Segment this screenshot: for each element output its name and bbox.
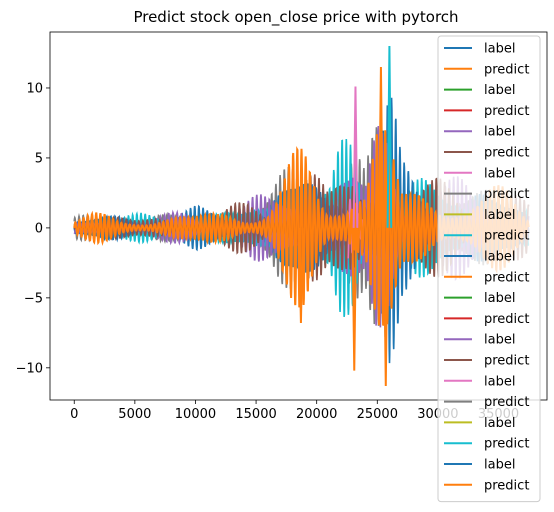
legend-label: predict — [484, 354, 529, 369]
legend-label: label — [484, 458, 515, 473]
chart-title: Predict stock open_close price with pyto… — [133, 8, 458, 27]
series-layer — [73, 45, 530, 387]
legend-label: predict — [484, 312, 529, 327]
peak-spike — [351, 227, 358, 371]
peak-spike — [298, 227, 304, 324]
legend-label: label — [484, 166, 515, 181]
x-tick-label: 0 — [70, 407, 78, 422]
legend-label: predict — [484, 62, 529, 77]
y-axis: −10 −5 0 5 10 — [16, 81, 50, 376]
legend-label: predict — [484, 229, 529, 244]
legend-label: label — [484, 250, 515, 265]
legend: label predict label predict label predict labe… — [437, 35, 541, 503]
peak-spike — [382, 227, 389, 387]
y-tick-label: −10 — [16, 361, 43, 376]
x-tick-label: 20000 — [296, 407, 337, 422]
legend-label: predict — [484, 104, 529, 119]
legend-label: predict — [484, 187, 529, 202]
y-tick-label: 0 — [35, 221, 43, 236]
legend-label: predict — [484, 437, 529, 452]
x-tick-label: 25000 — [357, 407, 398, 422]
peak-spike — [378, 66, 384, 228]
legend-label: label — [484, 416, 515, 431]
y-tick-label: 5 — [35, 151, 43, 166]
legend-label: label — [484, 125, 515, 140]
y-tick-label: 10 — [26, 81, 43, 96]
legend-label: label — [484, 83, 515, 98]
legend-label: label — [484, 333, 515, 348]
peak-spike — [352, 86, 359, 228]
legend-label: predict — [484, 146, 529, 161]
x-tick-label: 5000 — [118, 407, 151, 422]
x-tick-label: 15000 — [235, 407, 276, 422]
legend-label: label — [484, 374, 515, 389]
legend-label: predict — [484, 478, 529, 493]
peak-spike — [386, 45, 393, 228]
legend-label: label — [484, 42, 515, 57]
plot-frame — [49, 31, 548, 401]
y-tick-label: −5 — [24, 291, 43, 306]
x-tick-label: 10000 — [175, 407, 216, 422]
legend-label: label — [484, 291, 515, 306]
legend-label: label — [484, 208, 515, 223]
legend-label: predict — [484, 270, 529, 285]
legend-label: predict — [484, 395, 529, 410]
